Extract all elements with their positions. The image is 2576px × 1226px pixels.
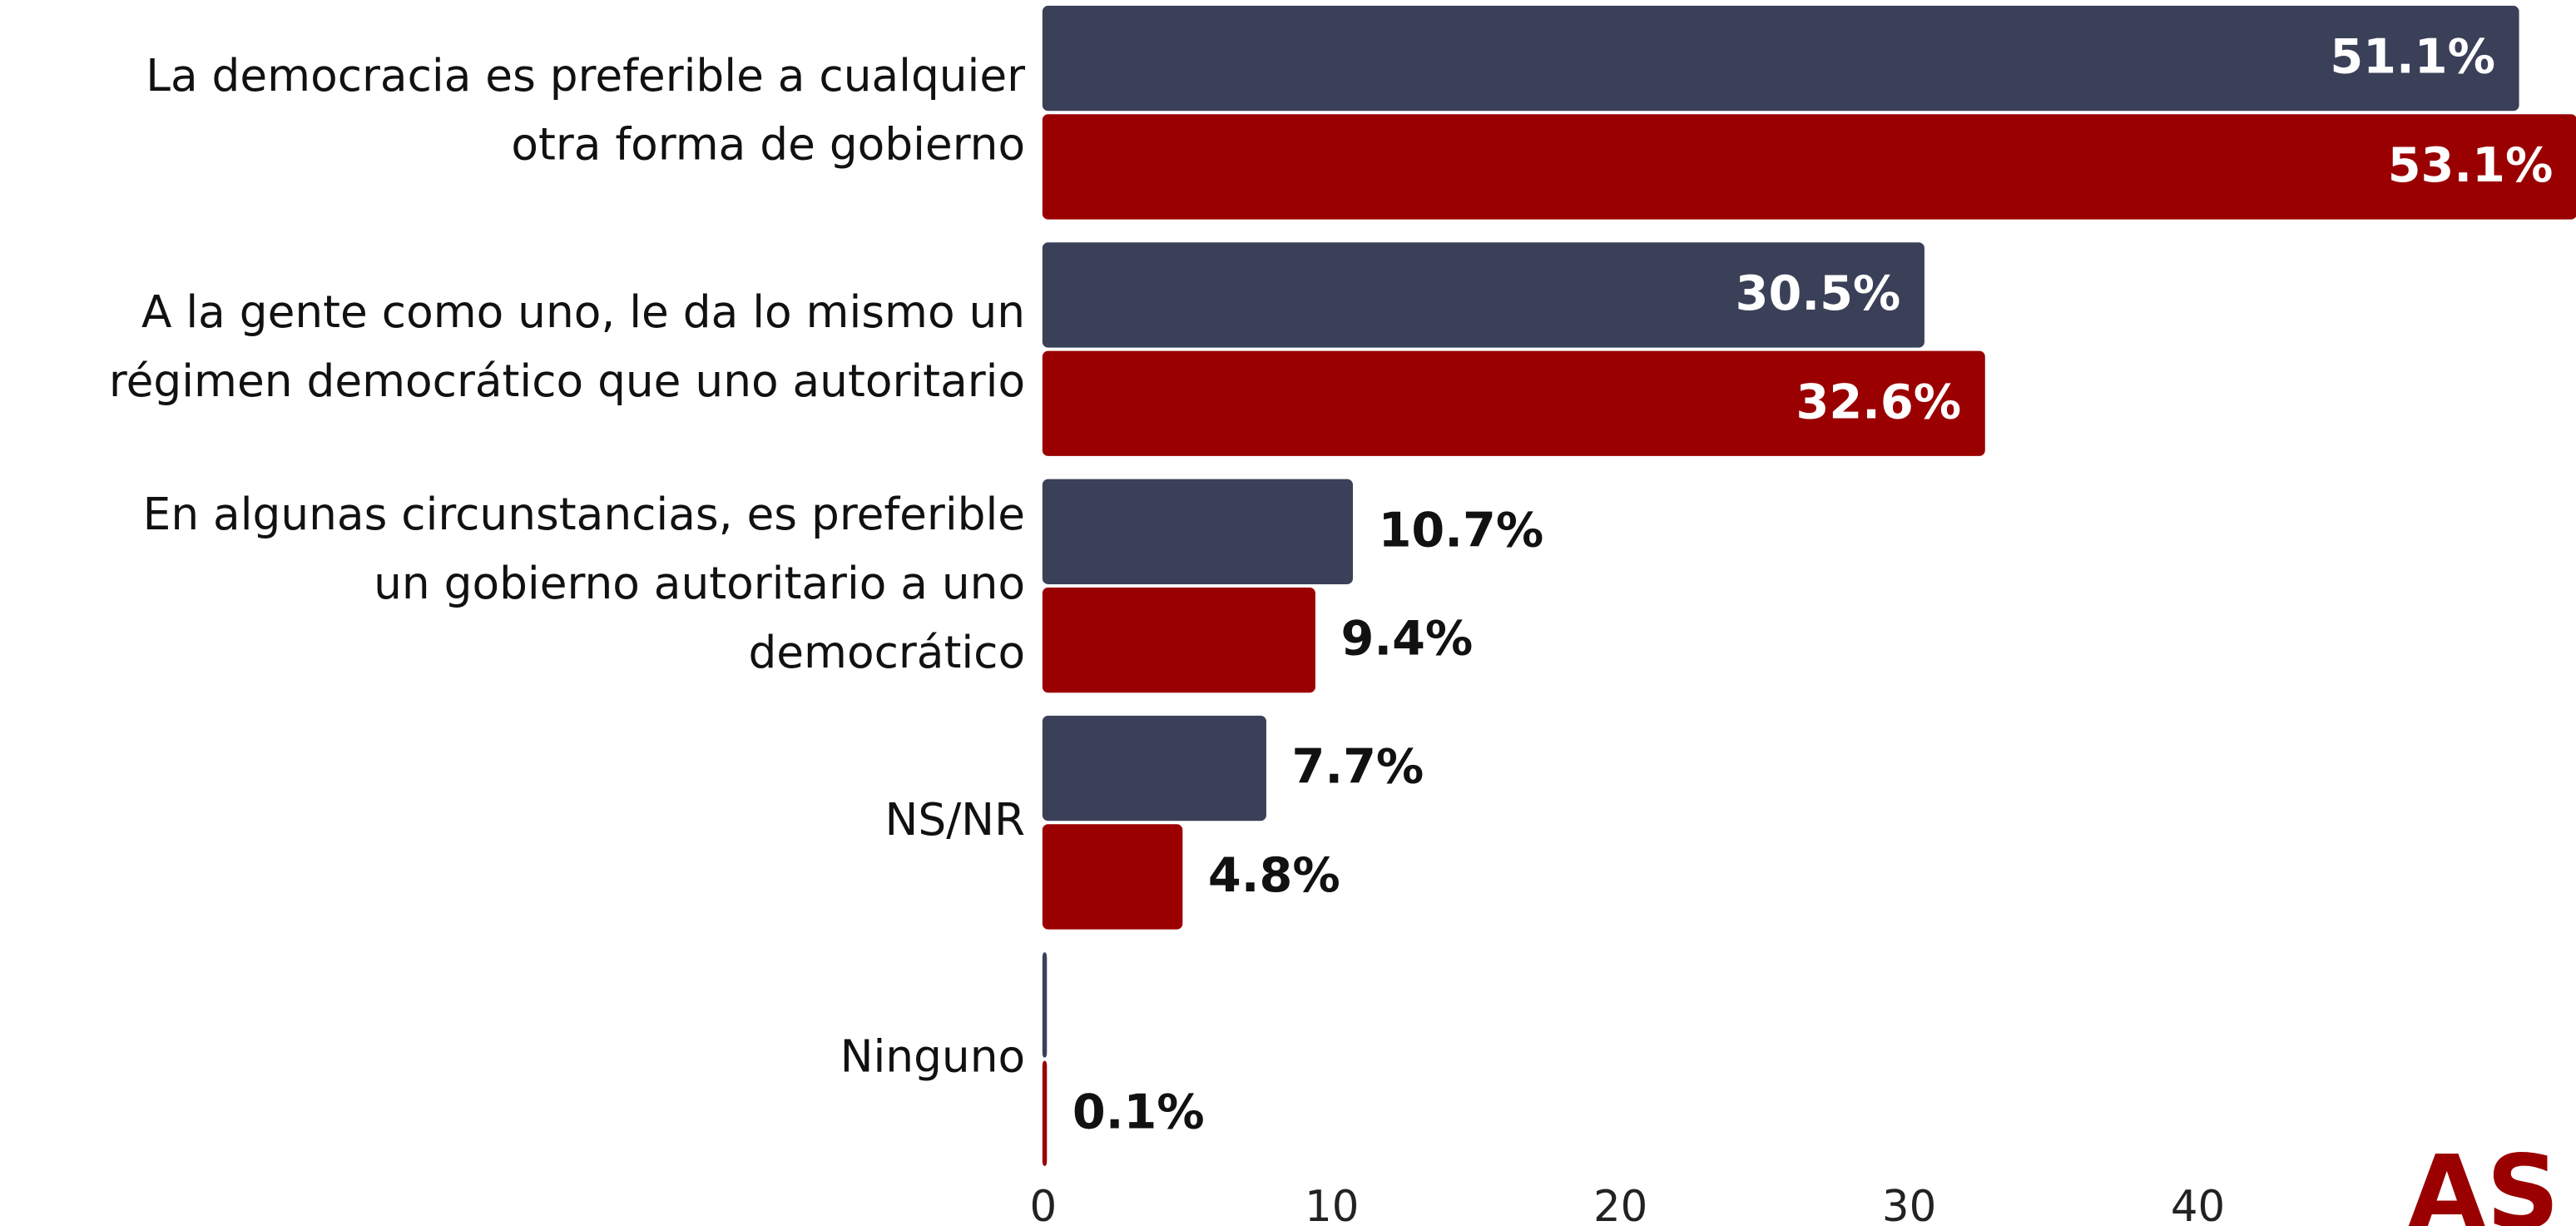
bar: [1042, 5, 2519, 112]
value-label: 4.8%: [1208, 847, 1340, 903]
value-label: 32.6%: [1796, 374, 1962, 429]
value-label: 51.1%: [2330, 29, 2495, 85]
bar: [1042, 587, 1315, 693]
category-label: En algunas circunstancias, es preferible…: [143, 489, 1025, 678]
bar: [1042, 1060, 1048, 1166]
value-label: 30.5%: [1736, 266, 1901, 321]
category-label: A la gente como uno, le da lo mismo un ré…: [109, 286, 1025, 407]
bar: [1042, 479, 1354, 584]
bar: [1042, 952, 1048, 1058]
x-tick-label: 20: [1593, 1182, 1647, 1226]
bar: [1042, 242, 1925, 348]
logo: AS: [2407, 1133, 2559, 1226]
value-label: 9.4%: [1341, 611, 1474, 667]
x-tick-label: 40: [2171, 1182, 2225, 1226]
value-label: 10.7%: [1379, 502, 1544, 558]
x-tick-label: 10: [1305, 1182, 1359, 1226]
x-tick-label: 0: [1029, 1182, 1057, 1226]
bar: [1042, 350, 1985, 456]
value-label: 0.1%: [1073, 1084, 1205, 1139]
bar: [1042, 114, 2576, 220]
value-label: 7.7%: [1292, 739, 1424, 795]
x-tick-label: 30: [1882, 1182, 1936, 1226]
category-label: NS/NR: [885, 794, 1026, 846]
category-label: La democracia es preferible a cualquier o…: [146, 49, 1025, 170]
bar: [1042, 824, 1183, 930]
bar: [1042, 715, 1266, 821]
category-label: Ninguno: [840, 1030, 1025, 1082]
value-label: 53.1%: [2388, 137, 2554, 193]
